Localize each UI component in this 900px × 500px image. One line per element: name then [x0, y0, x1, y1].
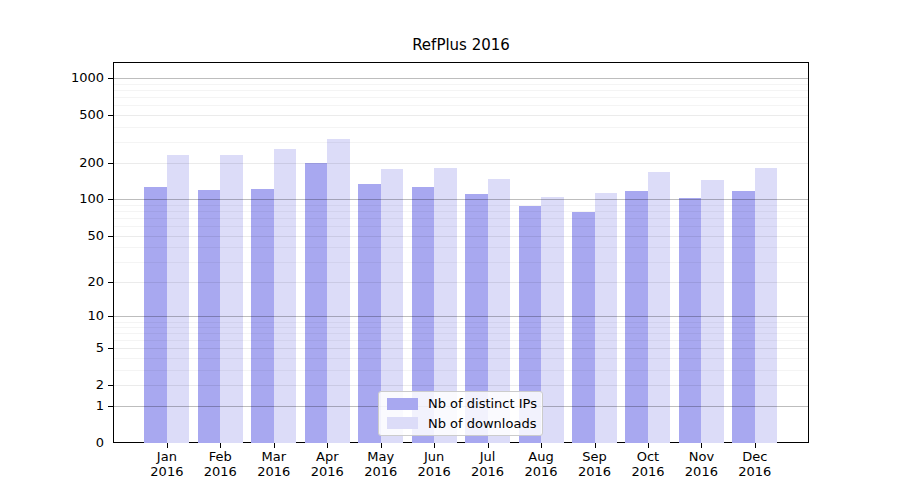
x-tick-mark	[167, 443, 168, 448]
x-tick-mark	[220, 443, 221, 448]
y-tick-mark	[108, 115, 113, 116]
gridline	[113, 247, 809, 248]
y-tick-mark	[108, 348, 113, 349]
gridline	[113, 127, 809, 128]
bar-nb-of-downloads-jan	[167, 155, 190, 443]
gridline	[113, 236, 809, 237]
gridline	[113, 78, 809, 79]
legend-swatch-downloads	[387, 417, 418, 429]
x-tick-label-oct: Oct2016	[618, 449, 678, 479]
bar-nb-of-downloads-apr	[327, 139, 350, 443]
legend-label-downloads: Nb of downloads	[428, 416, 536, 431]
y-tick-label: 50	[42, 228, 104, 244]
x-tick-label-sep: Sep2016	[565, 449, 625, 479]
x-tick-mark	[701, 443, 702, 448]
x-tick-mark	[648, 443, 649, 448]
x-tick-mark	[488, 443, 489, 448]
gridline	[113, 370, 809, 371]
gridline	[113, 340, 809, 341]
gridline	[113, 226, 809, 227]
gridline	[113, 262, 809, 263]
y-tick-label: 100	[42, 191, 104, 207]
gridline	[113, 282, 809, 283]
bar-nb-of-downloads-dec	[755, 168, 778, 443]
gridline	[113, 105, 809, 106]
x-tick-label-mar: Mar2016	[244, 449, 304, 479]
bar-nb-of-distinct-ips-jan	[144, 187, 167, 443]
gridline	[113, 322, 809, 323]
x-tick-mark	[755, 443, 756, 448]
y-tick-label: 0	[42, 435, 104, 451]
y-tick-label: 1	[42, 398, 104, 414]
chart-figure: RefPlus 2016 Nb of distinct IPs Nb of do…	[0, 0, 900, 500]
x-tick-mark	[381, 443, 382, 448]
gridline	[113, 97, 809, 98]
x-tick-label-nov: Nov2016	[671, 449, 731, 479]
y-tick-mark	[108, 78, 113, 79]
y-tick-mark	[108, 163, 113, 164]
gridline	[113, 90, 809, 91]
bar-nb-of-downloads-nov	[701, 180, 724, 443]
bar-nb-of-downloads-mar	[274, 149, 297, 443]
y-tick-label: 2	[42, 377, 104, 393]
bar-nb-of-downloads-oct	[648, 172, 671, 443]
gridline	[113, 205, 809, 206]
legend-swatch-distinct-ips	[387, 398, 418, 410]
x-tick-label-apr: Apr2016	[297, 449, 357, 479]
y-tick-mark	[108, 282, 113, 283]
y-tick-mark	[108, 316, 113, 317]
y-tick-label: 500	[42, 107, 104, 123]
y-tick-mark	[108, 236, 113, 237]
legend: Nb of distinct IPs Nb of downloads	[378, 391, 543, 436]
bar-nb-of-downloads-feb	[220, 155, 243, 443]
gridline	[113, 385, 809, 386]
x-tick-label-jan: Jan2016	[137, 449, 197, 479]
x-tick-mark	[434, 443, 435, 448]
gridline	[113, 84, 809, 85]
gridline	[113, 358, 809, 359]
gridline	[113, 348, 809, 349]
gridline	[113, 163, 809, 164]
x-tick-mark	[274, 443, 275, 448]
gridline	[113, 316, 809, 317]
x-tick-label-may: May2016	[351, 449, 411, 479]
x-tick-mark	[541, 443, 542, 448]
x-tick-label-aug: Aug2016	[511, 449, 571, 479]
x-tick-mark	[595, 443, 596, 448]
legend-item-distinct-ips: Nb of distinct IPs	[379, 396, 542, 411]
y-tick-mark	[108, 406, 113, 407]
gridline	[113, 211, 809, 212]
y-tick-label: 200	[42, 155, 104, 171]
x-tick-label-jun: Jun2016	[404, 449, 464, 479]
y-tick-label: 1000	[42, 70, 104, 86]
chart-title: RefPlus 2016	[113, 36, 809, 54]
legend-item-downloads: Nb of downloads	[379, 416, 542, 431]
gridline	[113, 115, 809, 116]
x-tick-label-jul: Jul2016	[458, 449, 518, 479]
x-tick-label-feb: Feb2016	[190, 449, 250, 479]
y-tick-mark	[108, 385, 113, 386]
gridline	[113, 327, 809, 328]
gridline	[113, 199, 809, 200]
plot-area	[113, 62, 809, 443]
y-tick-label: 10	[42, 308, 104, 324]
y-tick-mark	[108, 199, 113, 200]
x-tick-mark	[327, 443, 328, 448]
legend-label-distinct-ips: Nb of distinct IPs	[428, 396, 537, 411]
gridline	[113, 142, 809, 143]
gridline	[113, 218, 809, 219]
gridline	[113, 333, 809, 334]
x-tick-label-dec: Dec2016	[725, 449, 785, 479]
y-tick-label: 20	[42, 274, 104, 290]
y-tick-label: 5	[42, 340, 104, 356]
